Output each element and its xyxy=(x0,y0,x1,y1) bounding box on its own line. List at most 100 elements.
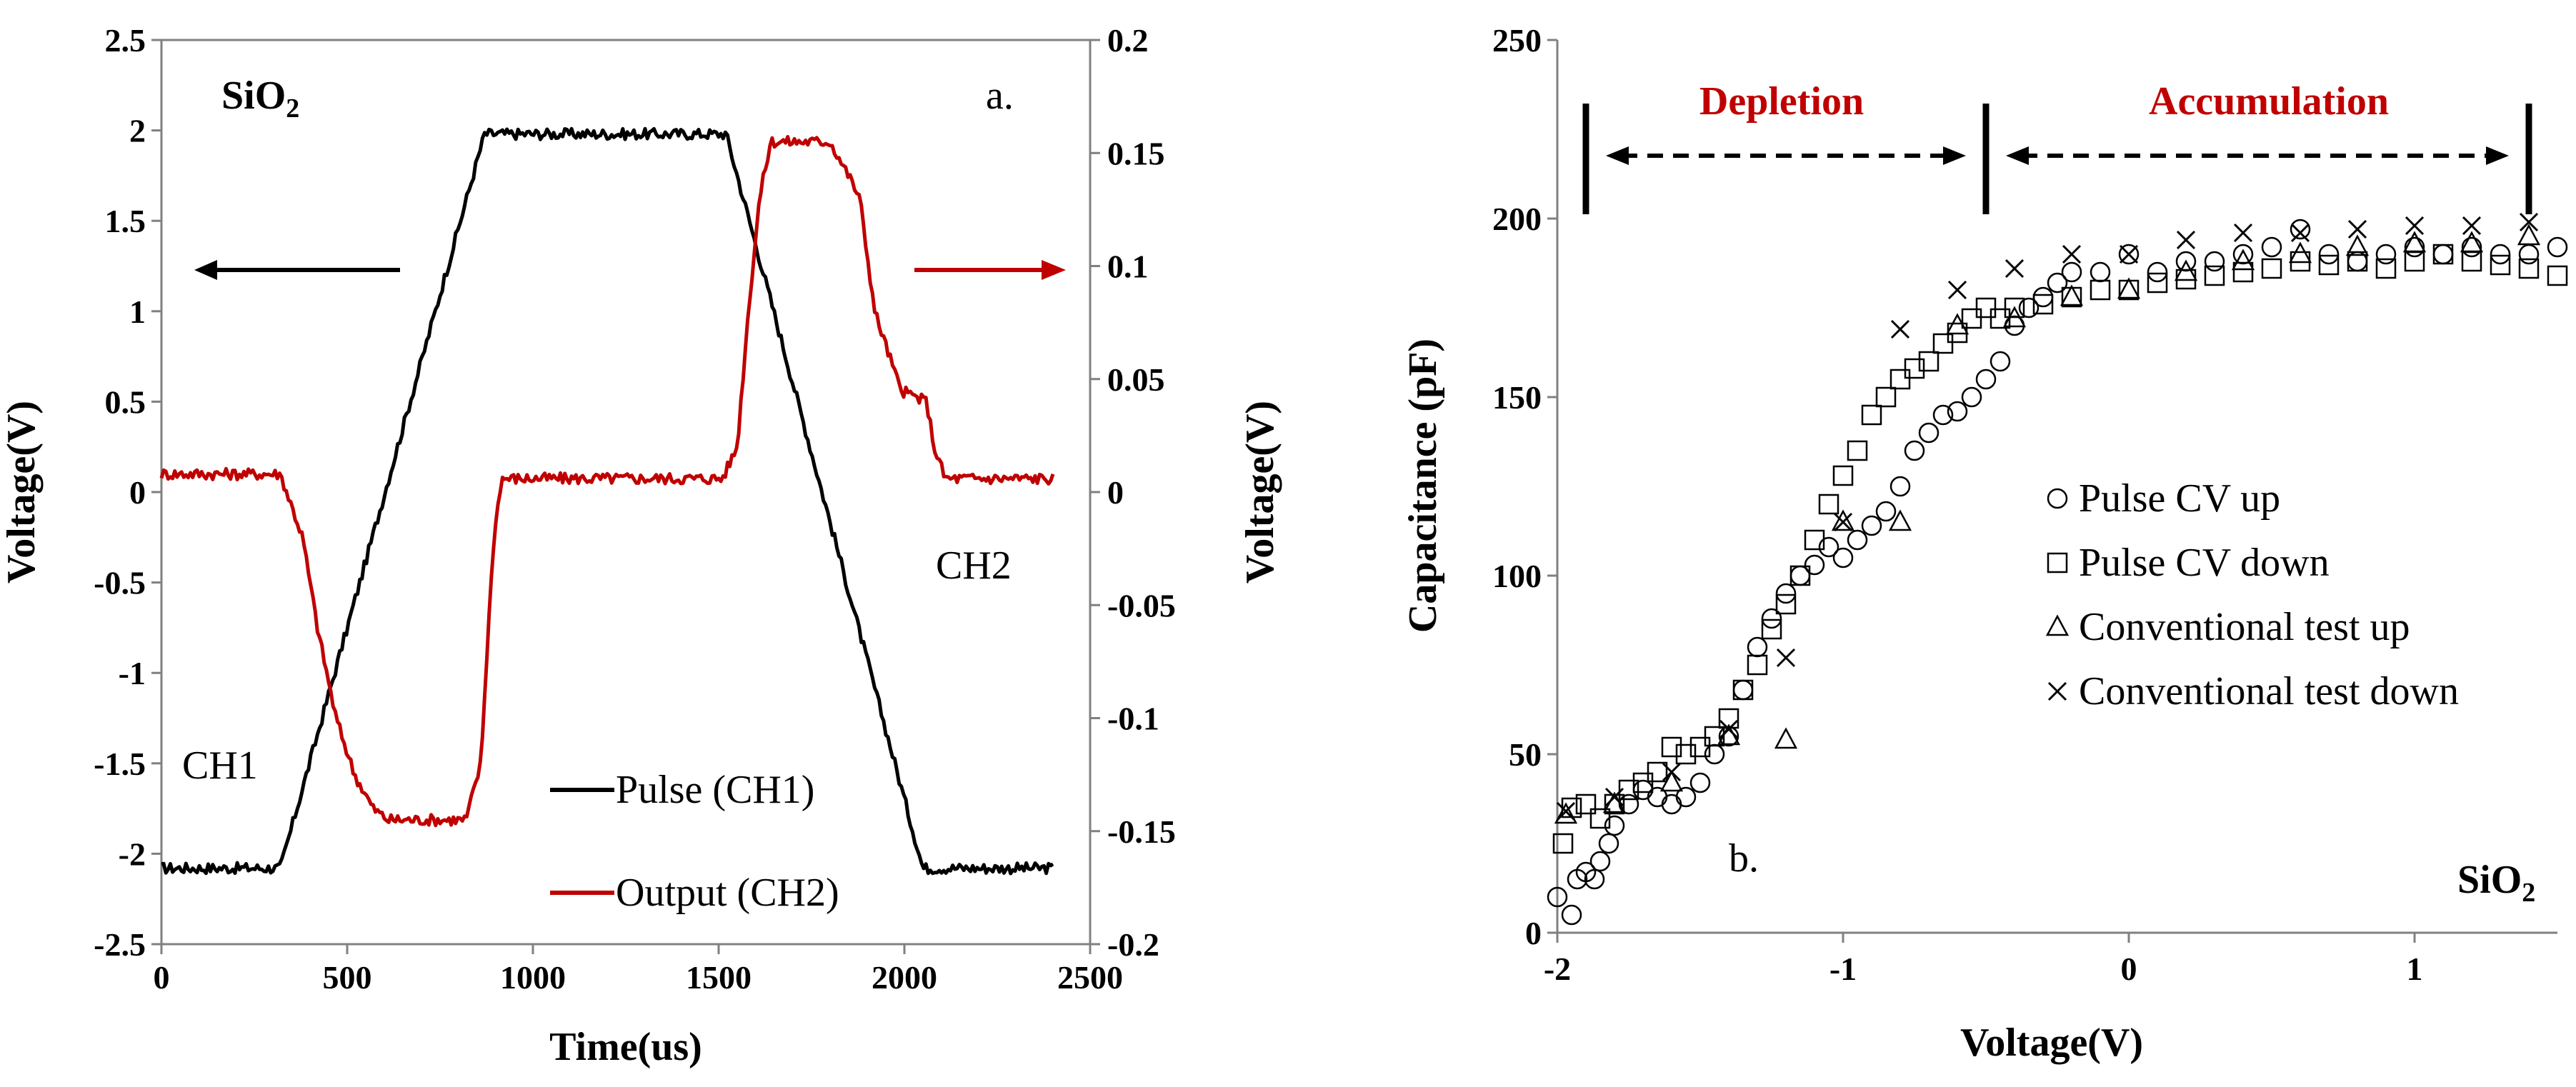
data-point-conventional-down xyxy=(2005,259,2025,279)
data-point-pulse-cv-up xyxy=(2204,251,2225,272)
legend-label-pulse: Pulse (CH1) xyxy=(616,768,814,812)
series-line-output-ch2 xyxy=(159,135,1055,828)
panel-a-y2-tick-label: 0.15 xyxy=(1107,135,1165,171)
data-point-pulse-cv-down xyxy=(1875,386,1897,408)
data-point-pulse-cv-down xyxy=(1618,779,1639,801)
data-point-pulse-cv-down xyxy=(1961,308,1982,329)
data-point-pulse-cv-up xyxy=(1675,786,1697,808)
data-point-pulse-cv-down xyxy=(1575,793,1597,815)
data-point-pulse-cv-up xyxy=(1961,386,1982,408)
panel-a-panel-label: a. xyxy=(986,74,1014,118)
data-point-conventional-down-stroke xyxy=(1556,801,1576,821)
data-point-pulse-cv-up xyxy=(2290,219,2311,240)
data-point-pulse-cv-down xyxy=(2318,254,2340,276)
data-point-conventional-down xyxy=(1833,512,1853,532)
panel-a-y2-tick-label: -0.2 xyxy=(1107,926,1159,963)
data-point-pulse-cv-down xyxy=(1775,593,1797,615)
panel-a-x-tick-label: 500 xyxy=(323,959,372,996)
panel-a-y-tick-label: 0.5 xyxy=(105,384,146,420)
data-point-pulse-cv-down xyxy=(1975,297,1997,319)
data-point-pulse-cv-up xyxy=(1975,369,1997,390)
data-point-pulse-cv-down xyxy=(2490,254,2511,276)
panel-a-y-tick-label: 2 xyxy=(129,113,146,149)
data-point-pulse-cv-down xyxy=(1847,440,1868,461)
data-point-pulse-cv-down xyxy=(1552,833,1574,854)
data-point-conventional-down-stroke xyxy=(2119,244,2139,264)
data-point-pulse-cv-down xyxy=(1889,369,1911,390)
panel-a-y-axis-label: Voltage(V) xyxy=(0,401,44,583)
data-point-pulse-cv-down xyxy=(2090,279,2111,301)
legend-label-conventional-down: Conventional test down xyxy=(2079,669,2459,713)
data-point-conventional-up xyxy=(2402,231,2427,253)
data-point-pulse-cv-down xyxy=(2147,272,2168,294)
channel-label-ch1: CH1 xyxy=(182,743,258,788)
data-point-pulse-cv-down xyxy=(1761,618,1782,640)
data-point-pulse-cv-down xyxy=(1732,679,1754,701)
data-point-pulse-cv-down xyxy=(2518,258,2540,279)
data-point-pulse-cv-up xyxy=(1632,779,1654,801)
data-point-conventional-down xyxy=(1890,319,1910,339)
data-point-pulse-cv-up xyxy=(2375,244,2397,265)
data-point-conventional-down-stroke xyxy=(2062,244,2082,264)
data-point-conventional-down-stroke xyxy=(2405,216,2425,236)
channel-label-ch2: CH2 xyxy=(936,544,1012,588)
panel-b-y-tick-label: 250 xyxy=(1492,22,1542,59)
data-point-conventional-up xyxy=(2345,234,2370,256)
data-point-pulse-cv-up xyxy=(2032,286,2054,308)
data-point-pulse-cv-up xyxy=(2490,244,2511,265)
data-point-conventional-up xyxy=(2517,224,2541,246)
data-point-pulse-cv-up xyxy=(1761,608,1782,629)
data-point-pulse-cv-down xyxy=(1904,358,1925,379)
data-point-conventional-down-stroke xyxy=(2347,219,2367,239)
panel-a-y2-tick-label: 0.2 xyxy=(1107,22,1149,59)
data-point-pulse-cv-up xyxy=(2432,244,2454,265)
data-point-conventional-down-stroke xyxy=(2176,230,2196,250)
data-point-conventional-down-stroke xyxy=(1719,719,1739,739)
data-point-conventional-down xyxy=(2233,223,2253,243)
panel-a-legend: Pulse (CH1) Output (CH2) xyxy=(550,768,839,915)
data-point-pulse-cv-up xyxy=(2090,261,2111,283)
panel-a-y-tick-label: -1.5 xyxy=(94,746,146,782)
data-point-pulse-cv-up xyxy=(2147,261,2168,283)
data-point-conventional-down xyxy=(2062,244,2082,264)
panel-a-y-tick-label: -2.5 xyxy=(94,926,146,963)
data-point-conventional-up xyxy=(2002,306,2027,328)
panel-a-plot-area xyxy=(160,39,1092,946)
data-point-pulse-cv-down xyxy=(1918,351,1940,372)
panel-a-x-axis-label: Time(us) xyxy=(549,1025,702,1069)
series-line-pulse-ch1 xyxy=(161,126,1054,876)
data-point-conventional-down xyxy=(2405,216,2425,236)
data-point-pulse-cv-up xyxy=(1589,851,1611,872)
region-label-depletion: Depletion xyxy=(1699,79,1864,124)
data-point-conventional-up xyxy=(2231,249,2255,271)
data-point-pulse-cv-down xyxy=(2547,265,2568,286)
legend-label-conventional-up: Conventional test up xyxy=(2079,605,2410,649)
data-point-conventional-down xyxy=(1776,648,1796,668)
panel-a-y-tick-label: 0 xyxy=(129,474,146,511)
data-point-conventional-down-stroke xyxy=(2462,216,2482,236)
panel-a-y2-axis-label: Voltage(V) xyxy=(1238,401,1282,583)
panel-a-y2-tick-label: 0 xyxy=(1107,474,1124,511)
data-point-pulse-cv-up xyxy=(1598,833,1619,854)
panel-a-y2-ticks: -0.2 -0.15 -0.1 -0.05 0 0.05 0.1 0.15 0.2 xyxy=(1090,22,1176,963)
data-point-conventional-up xyxy=(1774,727,1798,749)
data-point-pulse-cv-down xyxy=(2347,251,2368,272)
data-point-conventional-up xyxy=(2060,284,2084,306)
left-axis-arrow xyxy=(194,260,400,280)
panel-b-x-ticks: -2 -1 0 1 xyxy=(1544,933,2423,987)
data-point-pulse-cv-down xyxy=(1818,494,1839,515)
data-point-conventional-down xyxy=(2347,219,2367,239)
panel-b-material-label: SiO2 xyxy=(2457,858,2535,908)
panel-a-x-tick-label: 2500 xyxy=(1057,959,1123,996)
panel-a-y-tick-label: -1 xyxy=(119,655,146,691)
data-point-conventional-up xyxy=(1554,802,1578,824)
panel-a-y2-tick-label: -0.15 xyxy=(1107,813,1176,850)
data-point-pulse-cv-up xyxy=(2318,244,2340,265)
data-point-conventional-up xyxy=(2288,241,2312,264)
data-point-pulse-cv-up xyxy=(2118,244,2140,265)
panel-a-x-ticks: 0 500 1000 1500 2000 2500 xyxy=(154,944,1123,996)
panel-a-x-tick-label: 2000 xyxy=(872,959,937,996)
data-point-pulse-cv-up xyxy=(2261,236,2282,258)
panel-a-pulse-output-chart: 0 500 1000 1500 2000 2500 -2.5 -2 -1.5 -1 -0.5 0 0.… xyxy=(0,22,1282,1069)
panel-a-x-tick-label: 1000 xyxy=(500,959,566,996)
